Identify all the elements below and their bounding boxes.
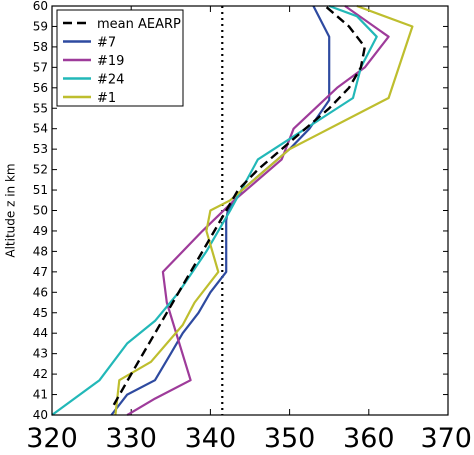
y-tick-label: 48 [33, 244, 48, 258]
y-tick-label: 60 [33, 0, 48, 13]
y-tick-label: 44 [33, 326, 48, 340]
y-tick-label: 45 [33, 306, 48, 320]
y-tick-label: 58 [33, 40, 48, 54]
legend-label: mean AEARP [97, 17, 181, 32]
y-tick-label: 40 [33, 408, 48, 422]
y-tick-label: 57 [33, 60, 48, 74]
y-tick-label: 47 [33, 265, 48, 279]
legend-label: #24 [97, 73, 124, 88]
series-line-2 [126, 5, 390, 416]
y-tick-label: 55 [33, 101, 48, 115]
x-tick-label: 350 [264, 423, 316, 450]
x-tick-label: 360 [343, 423, 395, 450]
y-tick-label: 41 [33, 388, 48, 402]
y-tick-label: 46 [33, 285, 48, 299]
legend-box [56, 9, 184, 107]
y-tick-label: 51 [33, 183, 48, 197]
y-tick-label: 59 [33, 19, 48, 33]
y-tick-label: 50 [33, 204, 48, 218]
y-tick-label: 52 [33, 163, 48, 177]
legend: mean AEARP #7 #19 #24 #1 [56, 9, 184, 107]
legend-label: #19 [97, 54, 124, 69]
x-tick-label: 370 [420, 423, 472, 450]
x-tick-label: 320 [26, 423, 78, 450]
x-tick-label: 330 [105, 423, 157, 450]
plot-frame [51, 5, 449, 416]
series-line-4 [114, 4, 414, 416]
y-tick-label: 43 [33, 347, 48, 361]
series-line-0 [112, 5, 366, 406]
legend-label: #7 [97, 36, 116, 51]
y-tick-label: 42 [33, 367, 48, 381]
y-tick-label: 54 [33, 122, 48, 136]
y-tick-label: 56 [33, 81, 48, 95]
x-tick-label: 340 [185, 423, 237, 450]
y-axis-label: Altitude z in km [4, 163, 18, 257]
y-tick-label: 49 [33, 224, 48, 238]
legend-label: #1 [97, 91, 116, 106]
y-tick-label: 53 [33, 142, 48, 156]
series-line-3 [51, 4, 378, 416]
